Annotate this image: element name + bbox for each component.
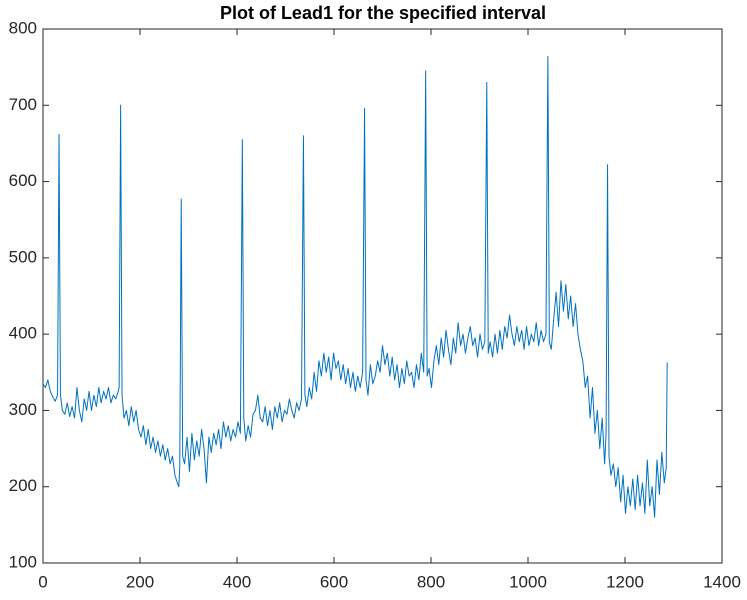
y-tick-label: 700 [9,95,37,114]
y-tick-label: 300 [9,400,37,419]
x-tick-label: 1200 [606,572,644,591]
x-tick-label: 1400 [703,572,741,591]
y-tick-label: 200 [9,476,37,495]
y-tick-label: 600 [9,171,37,190]
x-tick-label: 1000 [509,572,547,591]
x-tick-label: 600 [320,572,348,591]
x-tick-label: 400 [223,572,251,591]
y-tick-label: 800 [9,18,37,37]
chart-title: Plot of Lead1 for the specified interval [220,3,546,23]
x-tick-label: 800 [417,572,445,591]
y-tick-label: 400 [9,324,37,343]
x-tick-label: 0 [38,572,47,591]
y-tick-label: 500 [9,247,37,266]
plot-frame [42,28,723,564]
y-tick-label: 100 [9,552,37,571]
line-series [42,55,668,518]
x-tick-label: 200 [126,572,154,591]
